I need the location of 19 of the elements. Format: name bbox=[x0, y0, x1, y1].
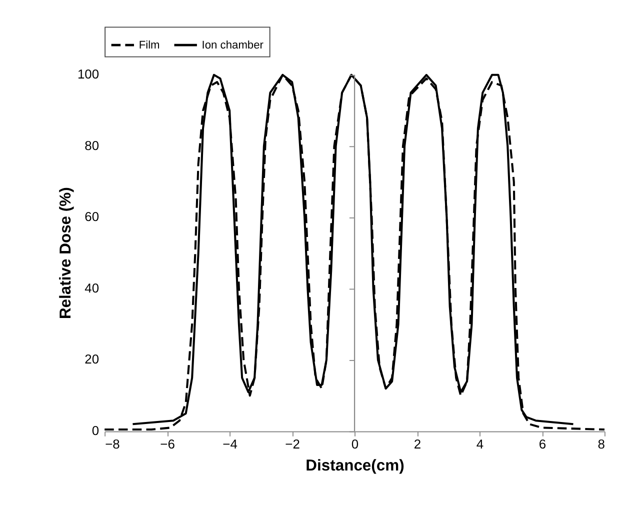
x-tick-label: −4 bbox=[222, 436, 238, 452]
y-tick-label: 60 bbox=[84, 209, 100, 224]
x-axis-title: Distance(cm) bbox=[306, 458, 404, 475]
y-tick-label: 80 bbox=[84, 138, 100, 153]
x-tick-label: −2 bbox=[285, 436, 300, 452]
x-tick-label: 6 bbox=[538, 436, 546, 452]
x-tick-label: −6 bbox=[160, 436, 175, 452]
legend-label: Film bbox=[138, 40, 160, 52]
x-tick-label: 0 bbox=[351, 436, 359, 452]
legend-label: Ion chamber bbox=[202, 40, 264, 52]
x-tick-label: −8 bbox=[105, 436, 120, 452]
y-tick-label: 20 bbox=[84, 352, 100, 367]
x-tick-label: 8 bbox=[598, 436, 605, 452]
x-tick-label: 4 bbox=[476, 436, 484, 452]
y-tick-label: 40 bbox=[84, 280, 100, 296]
y-tick-label: 100 bbox=[77, 66, 100, 82]
y-tick-label: 0 bbox=[92, 422, 100, 438]
x-tick-label: 2 bbox=[414, 436, 422, 452]
y-axis-title: Relative Dose (%) bbox=[57, 187, 74, 320]
